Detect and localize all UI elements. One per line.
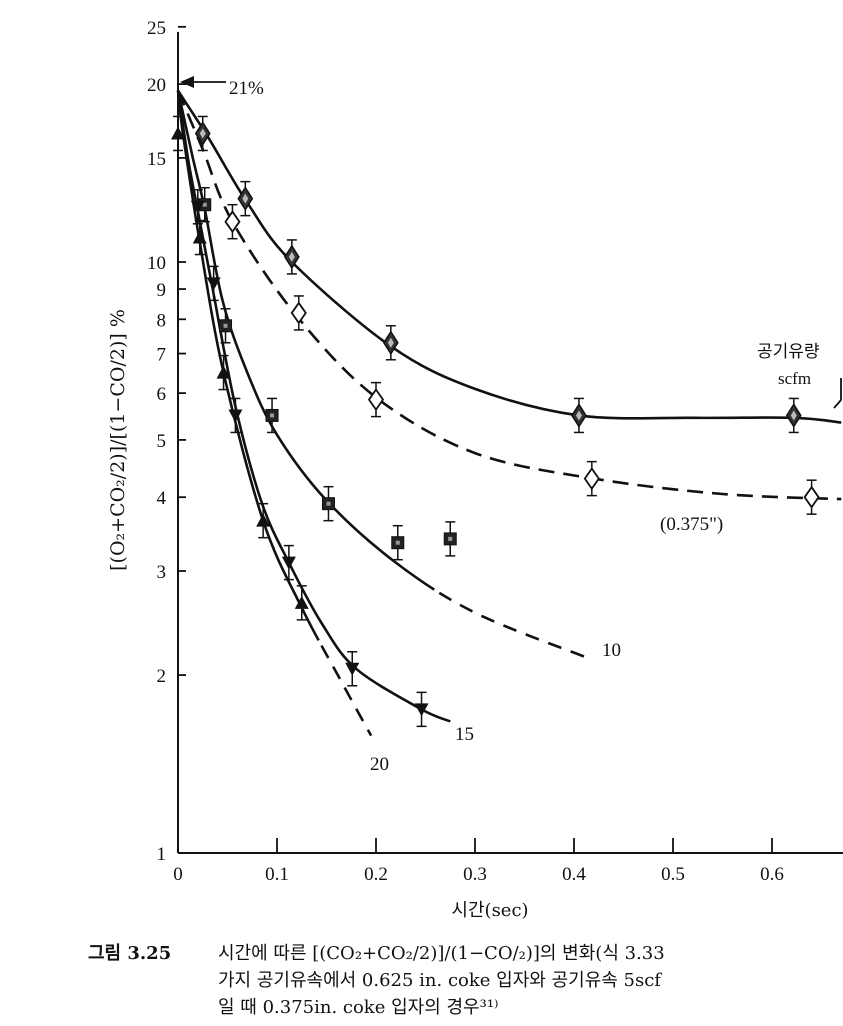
- series-2-point-4: [391, 524, 405, 561]
- series-2-point-5: [443, 521, 457, 557]
- series-0-point-5: [785, 397, 802, 434]
- series-2-point-0: [198, 186, 212, 223]
- series-4-point-3: [256, 502, 271, 539]
- series-1-point-4: [803, 479, 820, 515]
- series-curve-0: [176, 89, 842, 424]
- y-tick-label-0: 1: [157, 844, 167, 865]
- y-tick-label-12: 25: [147, 18, 166, 39]
- series-1-point-0: [224, 203, 241, 240]
- x-tick-label-2: 0.2: [364, 864, 388, 885]
- series-1-point-3: [583, 460, 600, 497]
- y-tick-label-11: 20: [147, 75, 166, 96]
- series-label-4: 20: [370, 754, 389, 775]
- series-3-point-1: [206, 265, 221, 302]
- y-tick-label-6: 7: [157, 345, 167, 366]
- series-curve-2: [176, 90, 585, 658]
- series-curve-4: [176, 90, 373, 737]
- x-tick-label-1: 0.1: [265, 864, 289, 885]
- flow-label-2: scfm: [778, 369, 811, 388]
- caption-line-2: 가지 공기유속에서 0.625 in. coke 입자와 공기유속 5scf: [218, 970, 661, 991]
- series-3-point-0: [190, 189, 205, 225]
- y-tick-label-4: 5: [157, 431, 167, 452]
- series-label-3: 15: [455, 724, 474, 745]
- series-1-point-1: [290, 295, 307, 331]
- series-curve-1: [176, 90, 842, 501]
- y-tick-label-3: 4: [157, 488, 167, 509]
- series-label-1: (0.375"): [660, 514, 723, 535]
- y-tick-label-1: 2: [157, 666, 167, 687]
- series-2-point-2: [265, 397, 279, 434]
- flow-label-1: 공기유량: [757, 342, 820, 361]
- caption-line-3: 일 때 0.375in. coke 입자의 경우³¹⁾: [218, 997, 499, 1018]
- series-3-point-4: [345, 651, 360, 687]
- series-0-point-0: [194, 115, 211, 152]
- series-curve-3: [176, 90, 451, 723]
- y-axis-title: [(O₂+CO₂/2)]/[(1−CO/2)] %: [107, 309, 129, 571]
- series-2-point-3: [321, 485, 335, 522]
- x-tick-label-5: 0.5: [661, 864, 685, 885]
- flow-arrow: [833, 378, 842, 409]
- series-1-point-2: [367, 381, 385, 418]
- y-tick-label-2: 3: [157, 562, 167, 583]
- series-2-point-1: [219, 308, 233, 344]
- caption-label: 그림 3.25: [88, 943, 172, 964]
- x-axis-title: 시간(sec): [451, 900, 528, 921]
- y-tick-label-10: 15: [147, 149, 166, 170]
- series-0-point-4: [571, 397, 587, 434]
- labels: (0.375") 10 15 20: [370, 514, 723, 775]
- series-4-point-4: [294, 585, 309, 621]
- series-0-point-1: [237, 180, 254, 217]
- markers: [171, 115, 820, 728]
- series-3-point-3: [281, 544, 296, 581]
- x-tick-label-4: 0.4: [562, 864, 586, 885]
- x-tick-label-0: 0: [173, 864, 183, 885]
- y-tick-label-7: 8: [157, 310, 167, 331]
- series-4-point-2: [216, 354, 231, 391]
- x-tick-label-6: 0.6: [760, 864, 784, 885]
- series-4-point-1: [192, 219, 207, 256]
- series-3-point-5: [414, 691, 429, 728]
- annotation-21pct: 21%: [180, 76, 264, 99]
- series-0-point-2: [283, 239, 300, 275]
- annotation-21pct-text: 21%: [229, 78, 264, 99]
- chart: 1 2 3 4 5 6 7 8 9 10 15 20 25 0 0.1 0.2 0.3 0.4 0.5 0.6 (0.…: [107, 18, 843, 921]
- y-tick-label-5: 6: [157, 384, 167, 405]
- x-tick-label-3: 0.3: [463, 864, 487, 885]
- series-0-point-3: [382, 325, 399, 361]
- series-3-point-2: [228, 397, 243, 434]
- series-label-2: 10: [602, 640, 621, 661]
- caption-line-1: 시간에 따른 [(CO₂+CO₂/2)]/(1−CO/₂)]의 변화(식 3.3…: [218, 943, 665, 964]
- y-tick-label-8: 9: [157, 280, 167, 301]
- y-tick-label-9: 10: [147, 253, 166, 274]
